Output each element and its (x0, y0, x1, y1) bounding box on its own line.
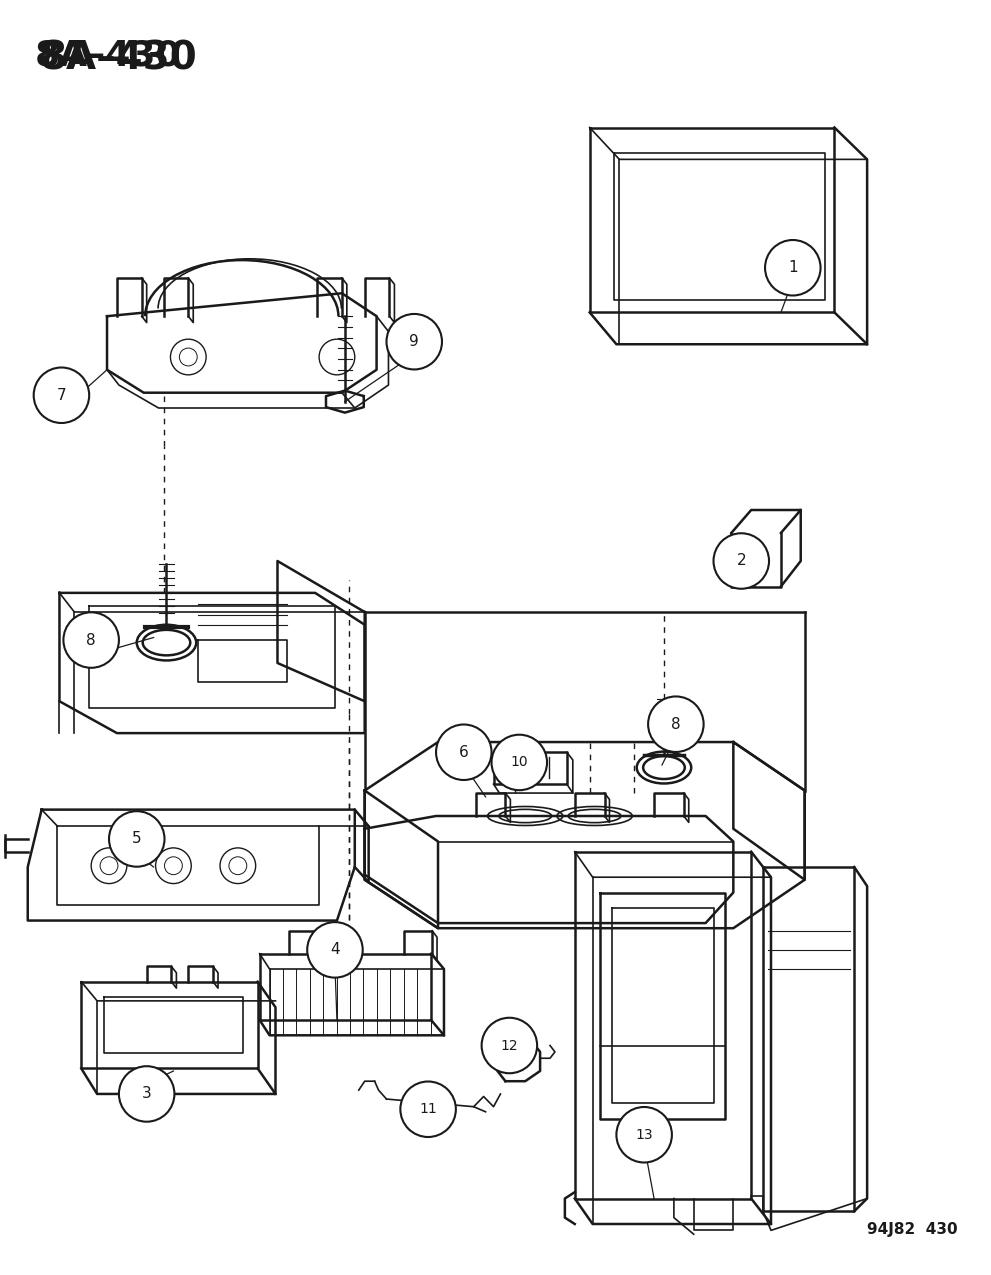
Circle shape (109, 811, 165, 867)
Text: 10: 10 (510, 756, 528, 769)
Circle shape (648, 696, 704, 752)
Circle shape (765, 240, 821, 296)
Text: 8: 8 (86, 632, 96, 648)
Text: 12: 12 (500, 1039, 518, 1052)
Circle shape (400, 1081, 456, 1137)
Circle shape (436, 724, 492, 780)
Circle shape (63, 612, 119, 668)
Circle shape (307, 922, 363, 978)
Circle shape (34, 367, 89, 423)
Text: 2: 2 (736, 553, 746, 569)
Text: 94J82  430: 94J82 430 (867, 1221, 958, 1237)
Circle shape (714, 533, 769, 589)
Text: 4: 4 (330, 942, 340, 958)
Text: 8: 8 (671, 717, 681, 732)
Circle shape (492, 734, 547, 790)
Text: 5: 5 (132, 831, 142, 847)
Text: 6: 6 (459, 745, 469, 760)
Text: 13: 13 (635, 1128, 653, 1141)
Text: 3: 3 (142, 1086, 152, 1102)
Text: 1: 1 (788, 260, 798, 275)
Text: 7: 7 (56, 388, 66, 403)
Circle shape (482, 1017, 537, 1074)
Text: 11: 11 (419, 1103, 437, 1116)
Text: 9: 9 (409, 334, 419, 349)
Circle shape (386, 314, 442, 370)
Text: 8A–430: 8A–430 (40, 40, 198, 78)
Circle shape (616, 1107, 672, 1163)
Text: 8A–430: 8A–430 (35, 38, 181, 71)
Circle shape (119, 1066, 174, 1122)
